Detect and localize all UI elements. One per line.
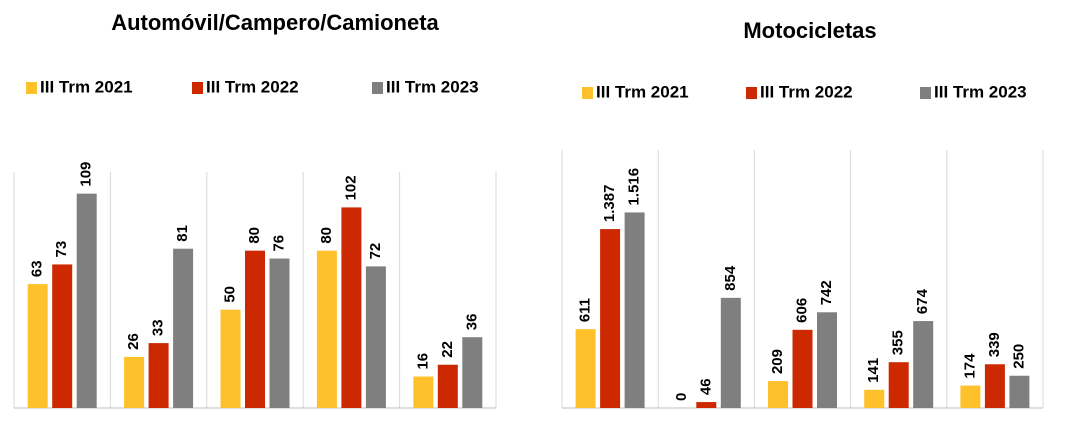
bar (27, 284, 48, 408)
bar (124, 356, 145, 408)
data-label: 80 (318, 227, 335, 244)
legend-swatch (192, 82, 203, 94)
data-label: 339 (986, 332, 1003, 357)
data-label: 63 (29, 260, 46, 277)
x-tick-label: D02 (883, 423, 914, 425)
legend-swatch (582, 87, 593, 99)
legend-label: III Trm 2022 (760, 82, 853, 101)
x-tick-label: C35 (47, 423, 78, 425)
bar (1009, 375, 1030, 408)
legend-label: III Trm 2021 (40, 77, 133, 96)
data-label: 209 (769, 349, 786, 374)
bar (600, 229, 621, 408)
bar (365, 266, 386, 408)
bar (462, 337, 483, 408)
bar (696, 402, 717, 408)
bar (437, 364, 458, 408)
bar (316, 250, 337, 408)
data-label: 0 (673, 393, 690, 401)
data-label: 109 (78, 162, 95, 187)
legend-label: III Trm 2021 (596, 82, 689, 101)
x-tick-label: B02 (691, 423, 722, 425)
bar (792, 329, 813, 408)
bar (913, 321, 934, 408)
x-tick-label: B02 (432, 423, 463, 425)
x-tick-label: D01 (595, 423, 626, 425)
bar (864, 389, 885, 408)
bar (575, 329, 596, 408)
data-label: 72 (367, 243, 384, 260)
bar (52, 264, 73, 408)
legend-label: III Trm 2022 (206, 77, 299, 96)
legend-label: III Trm 2023 (934, 82, 1027, 101)
bar (148, 343, 169, 408)
bar (768, 381, 788, 408)
data-label: 26 (125, 333, 142, 350)
data-label: 250 (1010, 344, 1027, 369)
legend-swatch (26, 82, 37, 94)
legend-swatch (746, 87, 757, 99)
bar (245, 250, 265, 408)
data-label: 674 (914, 288, 931, 314)
data-label: 174 (961, 353, 978, 379)
legend-swatch (372, 82, 383, 94)
data-label: 355 (890, 330, 907, 355)
x-tick-label: C24 (979, 423, 1011, 425)
bar (984, 364, 1005, 408)
bar (220, 309, 241, 408)
data-label: 102 (342, 175, 359, 200)
chart-title: Motocicletas (743, 18, 876, 43)
bar (720, 297, 741, 408)
data-label: 46 (697, 378, 714, 395)
data-label: 606 (793, 298, 810, 323)
bar (817, 312, 837, 408)
data-label: 16 (414, 353, 431, 370)
data-label: 742 (818, 280, 835, 305)
data-label: 33 (150, 319, 167, 336)
data-label: 1.516 (626, 168, 643, 206)
x-tick-label: D02 (143, 423, 174, 425)
data-label: 80 (246, 227, 263, 244)
data-label: 76 (270, 235, 287, 252)
data-label: 1.387 (601, 185, 618, 223)
data-label: 36 (463, 314, 480, 331)
x-tick-label: D06 (336, 423, 367, 425)
bar (413, 376, 434, 408)
data-label: 22 (439, 341, 456, 358)
data-label: 81 (174, 225, 191, 242)
data-label: 141 (865, 358, 882, 383)
data-label: 50 (221, 286, 238, 303)
bar (960, 385, 981, 408)
data-label: 611 (577, 298, 594, 322)
legend-label: III Trm 2023 (386, 77, 479, 96)
data-label: 854 (722, 265, 739, 291)
x-tick-label: D01 (239, 423, 270, 425)
bar (624, 212, 645, 408)
x-tick-label: C35 (787, 423, 818, 425)
legend-swatch (920, 87, 931, 99)
bar (888, 362, 909, 408)
data-label: 73 (53, 241, 70, 258)
bar (341, 207, 362, 408)
bar (173, 248, 194, 408)
bar (269, 258, 290, 408)
bar (76, 193, 97, 408)
chart-title: Automóvil/Campero/Camioneta (111, 10, 439, 35)
